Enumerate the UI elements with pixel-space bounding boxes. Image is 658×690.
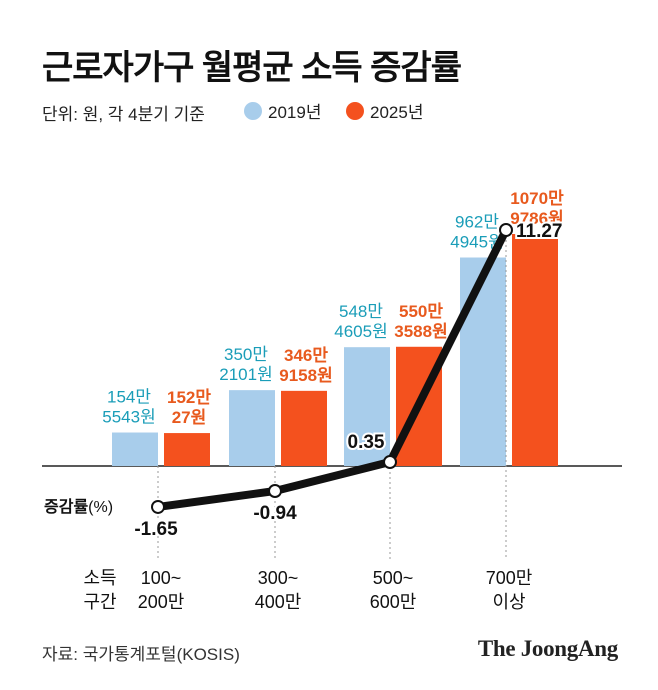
data-label-2025-2-b: 9158원 xyxy=(279,366,332,385)
legend-2025-swatch xyxy=(346,101,364,120)
legend-2025: 2025년 xyxy=(346,98,423,123)
data-label-2019-3-a: 548만 xyxy=(339,302,383,321)
category-axis-label-a: 소득 xyxy=(83,568,116,588)
rate-point-2 xyxy=(268,484,282,498)
data-label-2019-4-a: 962만 xyxy=(455,213,499,232)
category-label-2-b: 400만 xyxy=(255,592,302,612)
data-label-2019-2-a: 350만 xyxy=(224,345,268,364)
data-label-2025-4-a: 1070만 xyxy=(510,189,564,208)
category-label-2-a: 300~ xyxy=(258,568,299,588)
bar-2019-1 xyxy=(112,432,158,466)
category-axis-label-b: 구간 xyxy=(83,592,116,612)
rate-label-1: -1.65 xyxy=(134,519,178,540)
publisher-logo: The JoongAng xyxy=(477,636,618,661)
data-label-2025-3-b: 3588원 xyxy=(394,322,447,341)
bar-2019-2 xyxy=(229,390,275,466)
data-label-2025-3-a: 550만 xyxy=(399,302,443,321)
bar-2019-4 xyxy=(460,257,506,466)
rate-point-1 xyxy=(151,499,165,514)
category-label-3-b: 600만 xyxy=(370,592,417,612)
category-label-4-a: 700만 xyxy=(486,568,533,588)
legend-2025-label: 2025년 xyxy=(370,103,424,122)
legend-2019-label: 2019년 xyxy=(268,103,322,122)
data-label-2025-2-a: 346만 xyxy=(284,346,328,365)
bar-2025-1 xyxy=(164,433,210,466)
page-title: 근로자가구 월평균 소득 증감률 xyxy=(42,49,462,87)
rate-label-3: 0.35 xyxy=(348,432,385,453)
rate-series-label: 증감률(%) xyxy=(44,497,113,516)
unit-label: 단위: 원, 각 4분기 기준 xyxy=(42,105,205,124)
legend-2019: 2019년 xyxy=(244,98,321,123)
data-label-2019-1-a: 154만 xyxy=(107,388,151,407)
bar-2025-4 xyxy=(512,234,558,466)
rate-line xyxy=(154,226,510,511)
category-label-3-a: 500~ xyxy=(373,568,414,588)
source-note: 자료: 국가통계포털(KOSIS) xyxy=(42,645,240,664)
legend-2019-swatch xyxy=(244,101,262,120)
data-label-2025-4-b: 9786원 xyxy=(510,209,563,228)
bar-2025-2 xyxy=(281,390,327,466)
rate-point-3 xyxy=(383,455,397,469)
data-label-2019-3-b: 4605원 xyxy=(334,322,387,341)
data-label-2019-4-b: 4945원 xyxy=(450,233,503,252)
data-label-2019-2-b: 2101원 xyxy=(219,365,272,384)
category-label-1-a: 100~ xyxy=(141,568,182,588)
category-label-1-b: 200만 xyxy=(138,592,185,612)
category-label-4-b: 이상 xyxy=(492,592,525,612)
rate-point-4 xyxy=(499,223,513,237)
rate-label-2: -0.94 xyxy=(253,503,297,524)
data-label-2025-1-a: 152만 xyxy=(167,388,211,407)
rate-label-4: 11.27 xyxy=(516,221,563,242)
data-label-2025-1-b: 27원 xyxy=(172,408,207,427)
data-label-2019-1-b: 5543원 xyxy=(102,408,155,427)
bar-2019-3 xyxy=(344,347,390,466)
